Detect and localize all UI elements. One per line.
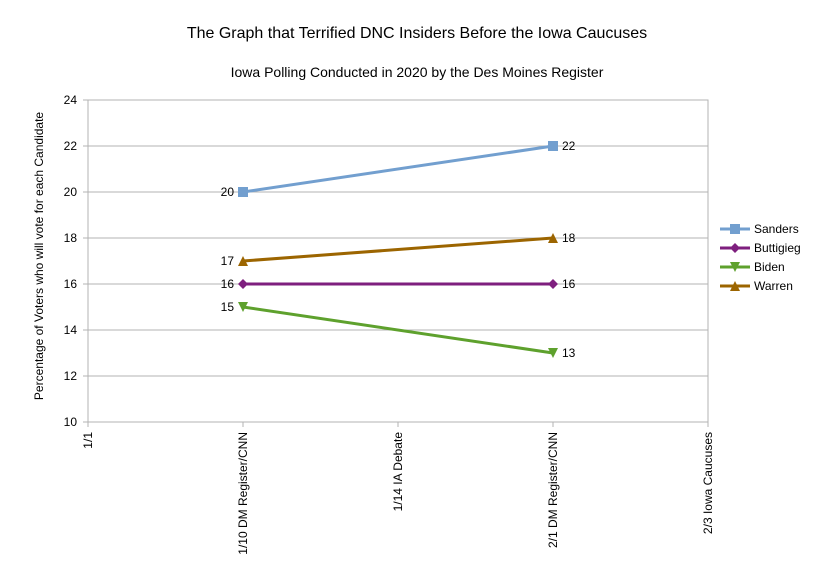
data-point-sanders [548,141,558,151]
y-tick-label: 16 [64,277,78,291]
data-label-warren: 17 [221,254,235,268]
data-label-sanders: 20 [221,185,235,199]
y-tick-label: 24 [64,93,78,107]
data-point-warren [548,233,558,243]
legend-label-sanders: Sanders [754,222,799,236]
legend-marker-buttigieg [730,243,740,253]
data-point-warren [238,256,248,266]
legend-label-biden: Biden [754,260,785,274]
x-tick-label: 2/1 DM Register/CNN [546,432,560,548]
data-label-buttigieg: 16 [221,277,235,291]
y-tick-label: 18 [64,231,78,245]
series-line-biden [242,305,554,355]
data-point-buttigieg [238,279,248,289]
legend-label-warren: Warren [754,279,793,293]
chart-subtitle: Iowa Polling Conducted in 2020 by the De… [231,64,604,80]
legend-item-sanders: Sanders [720,222,799,236]
y-axis-label: Percentage of Voters who will vote for e… [32,112,46,400]
data-label-sanders: 22 [562,139,576,153]
data-label-biden: 15 [221,300,235,314]
data-label-warren: 18 [562,231,576,245]
series-line-warren [242,236,554,263]
data-point-sanders [238,187,248,197]
series-buttigieg: 16 16 [221,277,576,291]
x-tick-label: 1/1 [81,432,95,449]
data-point-biden [548,348,558,358]
legend-marker-biden [730,262,740,272]
legend-label-buttigieg: Buttigieg [754,241,801,255]
y-tick-label: 22 [64,139,78,153]
x-tick-label: 1/14 IA Debate [391,432,405,512]
plot-area-border [87,99,709,423]
series-line-sanders [242,144,554,194]
legend-marker-warren [730,281,740,291]
legend-item-buttigieg: Buttigieg [720,241,801,255]
chart-title: The Graph that Terrified DNC Insiders Be… [187,25,647,42]
data-label-buttigieg: 16 [562,277,576,291]
x-tick-label: 2/3 Iowa Caucuses [701,432,715,534]
data-label-biden: 13 [562,346,576,360]
y-tick-label: 14 [64,323,78,337]
data-point-buttigieg [548,279,558,289]
legend-item-biden: Biden [720,260,785,274]
x-tick-label: 1/10 DM Register/CNN [236,432,250,555]
y-tick-label: 20 [64,185,78,199]
y-tick-label: 12 [64,369,78,383]
legend-item-warren: Warren [720,279,793,293]
data-point-biden [238,302,248,312]
y-tick-label: 10 [64,415,78,429]
legend-marker-sanders [730,224,740,234]
